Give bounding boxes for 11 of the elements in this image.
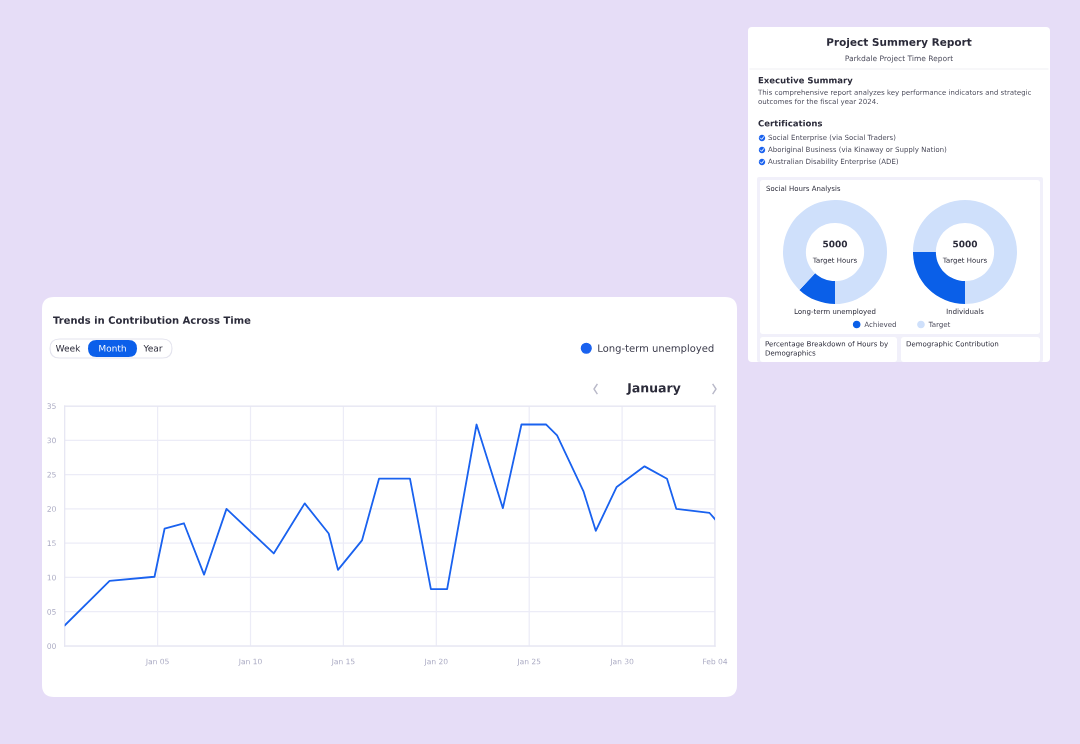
text: Project Summery Report: [827, 37, 972, 49]
text: Certifications: [758, 119, 823, 127]
text: 5000: [823, 240, 848, 248]
text: Week: [55, 344, 81, 352]
text: 5000: [953, 240, 978, 248]
text: January: [626, 383, 681, 396]
chart-title: Trends in Contribution Across Time: [53, 316, 251, 324]
text: Month: [99, 344, 126, 352]
text: Year: [143, 344, 163, 352]
legend-label: Long-term unemployed: [598, 344, 714, 354]
text: Executive Summary: [758, 76, 853, 86]
